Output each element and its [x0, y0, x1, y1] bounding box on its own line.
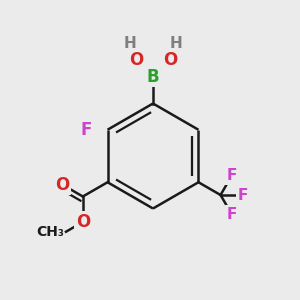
- Text: O: O: [76, 213, 90, 231]
- Text: F: F: [238, 188, 248, 202]
- Text: O: O: [55, 176, 69, 194]
- Text: F: F: [226, 207, 237, 222]
- Text: H: H: [124, 35, 136, 50]
- Text: B: B: [147, 68, 159, 85]
- Text: O: O: [129, 50, 143, 68]
- Text: F: F: [81, 121, 92, 139]
- Text: CH₃: CH₃: [37, 225, 64, 239]
- Text: F: F: [226, 168, 237, 183]
- Text: H: H: [169, 35, 182, 50]
- Text: O: O: [163, 50, 177, 68]
